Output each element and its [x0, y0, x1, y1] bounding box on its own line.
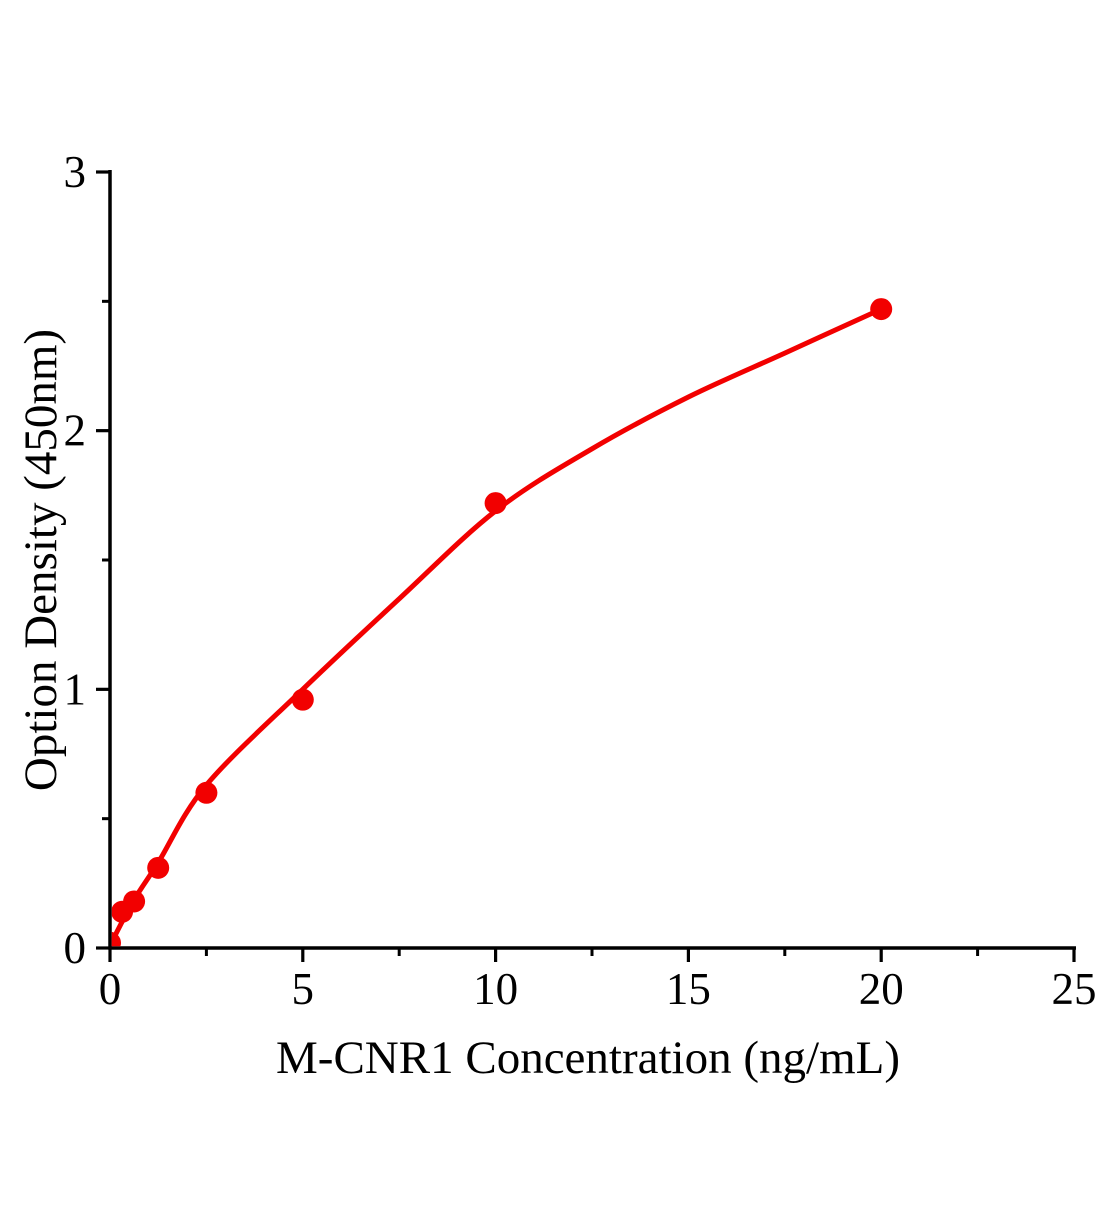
data-point	[147, 856, 170, 879]
y-tick-label: 3	[64, 147, 87, 197]
x-axis-title: M-CNR1 Concentration (ng/mL)	[276, 1032, 900, 1084]
x-tick-label: 25	[1052, 964, 1097, 1014]
data-point	[870, 298, 893, 321]
data-point	[111, 931, 121, 947]
x-tick-label: 0	[99, 964, 122, 1014]
data-point	[123, 890, 146, 913]
x-tick-label: 5	[292, 964, 315, 1014]
y-tick-label: 2	[64, 406, 87, 456]
data-point	[195, 781, 218, 804]
x-tick-label: 20	[859, 964, 904, 1014]
y-tick-label: 1	[64, 664, 87, 714]
x-axis-tick-labels: 0 5 10 15 20 25	[99, 964, 1097, 1014]
y-axis-title: Option Density (450nm)	[15, 329, 67, 791]
y-tick-label: 0	[64, 923, 87, 973]
x-tick-label: 15	[666, 964, 711, 1014]
data-point	[484, 492, 507, 515]
y-axis-tick-labels: 0 1 2 3	[64, 147, 87, 973]
axes	[96, 170, 1076, 962]
data-point	[291, 688, 314, 711]
fit-curve-line	[111, 306, 884, 947]
x-tick-label: 10	[473, 964, 518, 1014]
data-series	[111, 298, 893, 947]
